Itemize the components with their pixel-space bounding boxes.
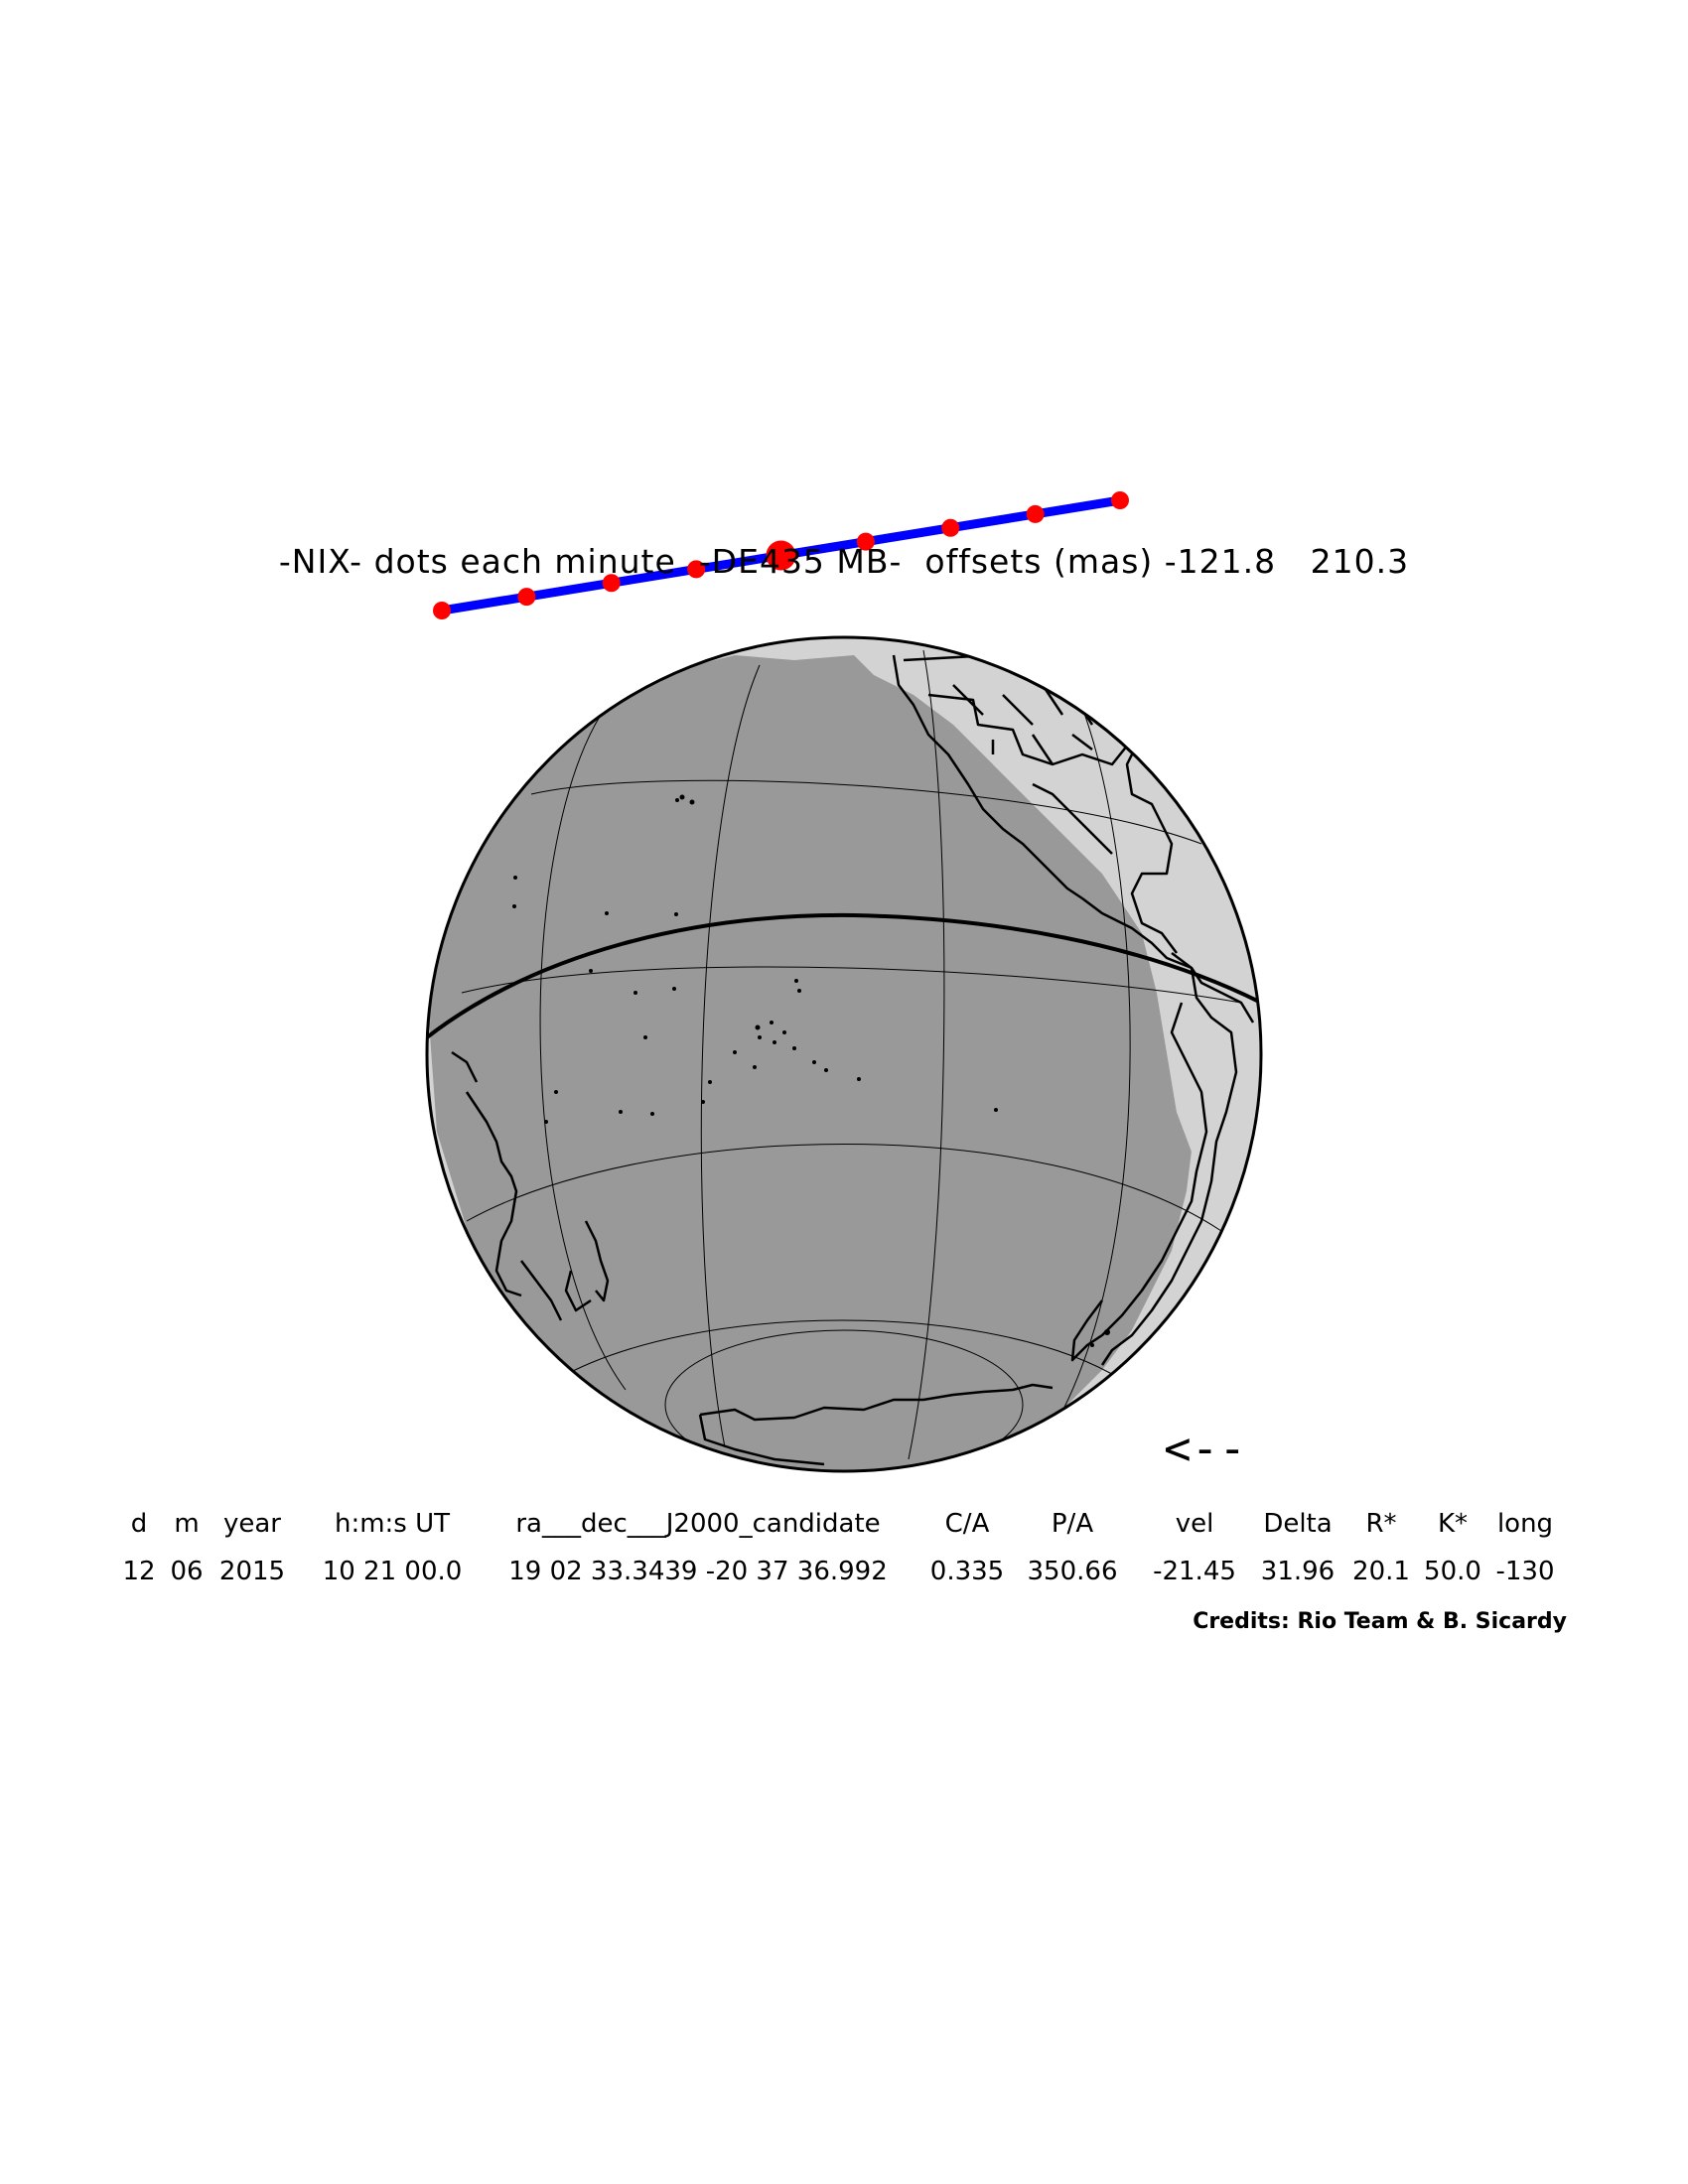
plot-title: -NIX- dots each minute -DE435 MB- offset… bbox=[278, 542, 1410, 581]
track-dot-closest bbox=[766, 540, 796, 571]
header-radec: ra___dec___J2000_candidate bbox=[515, 1509, 881, 1539]
track-dot bbox=[856, 532, 875, 551]
value-radec: 19 02 33.3439 -20 37 36.992 bbox=[508, 1557, 888, 1586]
value-vel: -21.45 bbox=[1153, 1557, 1236, 1586]
header-long: long bbox=[1496, 1509, 1554, 1539]
header-time: h:m:s UT bbox=[334, 1509, 451, 1539]
value-month: 06 bbox=[170, 1557, 204, 1586]
header-day: d bbox=[130, 1509, 148, 1539]
value-year: 2015 bbox=[218, 1557, 286, 1586]
value-rstar: 20.1 bbox=[1352, 1557, 1410, 1586]
table-header-row: d m year h:m:s UT ra___dec___J2000_candi… bbox=[0, 1509, 1688, 1545]
track-dot bbox=[433, 602, 451, 619]
header-delta: Delta bbox=[1263, 1509, 1333, 1539]
track-dot bbox=[517, 588, 536, 607]
track-dot bbox=[1111, 491, 1129, 509]
header-month: m bbox=[174, 1509, 200, 1539]
shadow-region bbox=[427, 655, 1192, 1471]
table-value-row: 12 06 2015 10 21 00.0 19 02 33.3439 -20 … bbox=[0, 1557, 1688, 1592]
value-ca: 0.335 bbox=[929, 1557, 1005, 1586]
globe-outline bbox=[425, 635, 1263, 1473]
header-year: year bbox=[222, 1509, 282, 1539]
direction-arrow: <-- bbox=[1164, 1422, 1247, 1475]
value-kstar: 50.0 bbox=[1424, 1557, 1481, 1586]
track-dot bbox=[602, 574, 621, 593]
value-day: 12 bbox=[122, 1557, 156, 1586]
track-dot bbox=[687, 560, 706, 579]
islands bbox=[512, 794, 1110, 1347]
header-vel: vel bbox=[1175, 1509, 1214, 1539]
value-long: -130 bbox=[1495, 1557, 1555, 1586]
graticule bbox=[427, 637, 1261, 1471]
header-pa: P/A bbox=[1051, 1509, 1094, 1539]
header-ca: C/A bbox=[944, 1509, 990, 1539]
penumbra-region bbox=[993, 754, 1251, 1380]
track-dot bbox=[1026, 504, 1045, 523]
value-time: 10 21 00.0 bbox=[322, 1557, 463, 1586]
shadow-centerline bbox=[427, 912, 1261, 1039]
coastlines bbox=[451, 653, 1255, 1466]
value-delta: 31.96 bbox=[1260, 1557, 1336, 1586]
header-kstar: K* bbox=[1437, 1509, 1469, 1539]
track-dot bbox=[941, 518, 960, 537]
occultation-track bbox=[433, 491, 1129, 619]
credits: Credits: Rio Team & B. Sicardy bbox=[1193, 1609, 1567, 1634]
value-pa: 350.66 bbox=[1027, 1557, 1118, 1586]
header-rstar: R* bbox=[1365, 1509, 1397, 1539]
